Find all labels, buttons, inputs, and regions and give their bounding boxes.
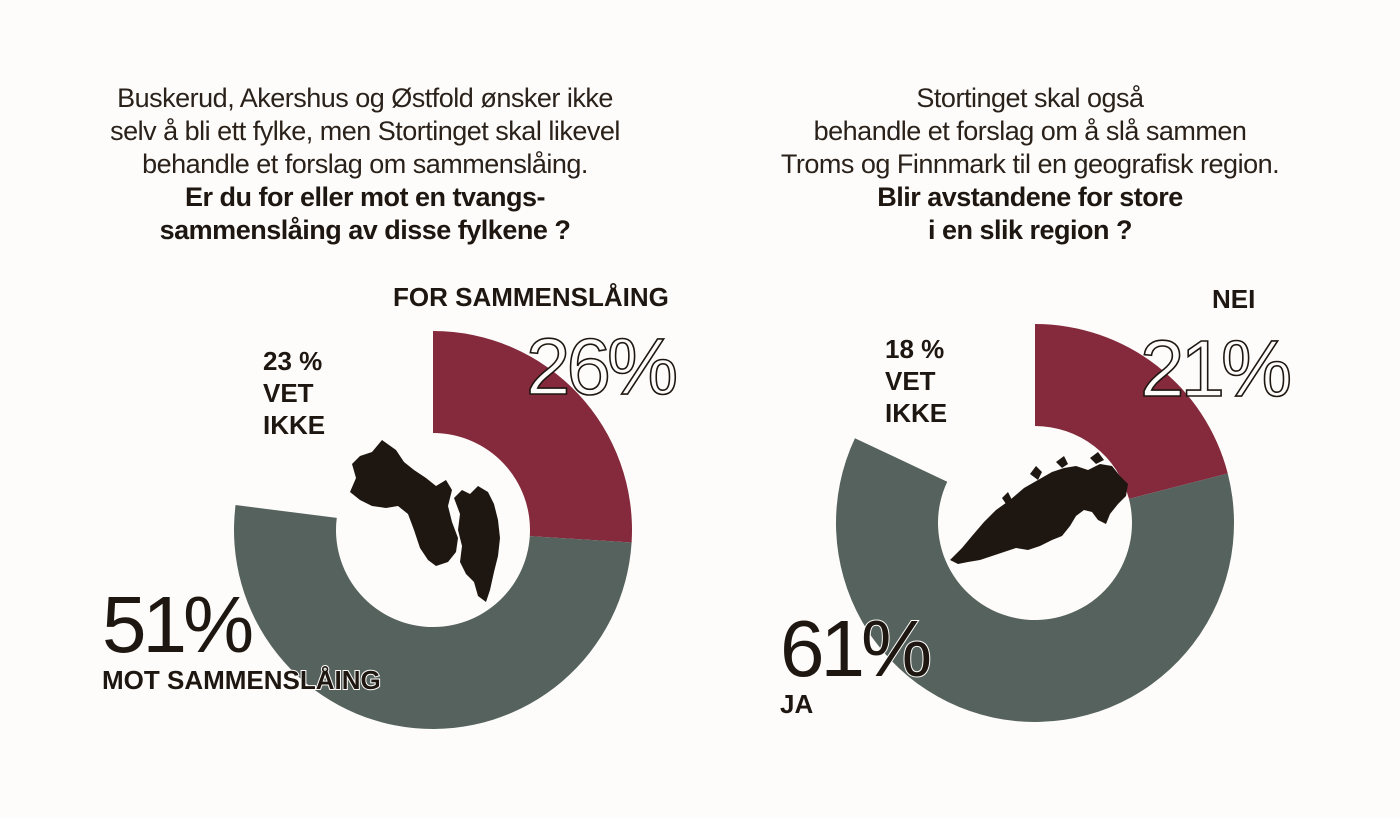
slice-value-nei: 21%: [1140, 324, 1290, 413]
buskerud-akershus-ostfold-map: [350, 440, 500, 602]
slice-label-ja: JA: [780, 689, 813, 719]
donut-chart-left: 26% FOR SAMMENSLÅING 51% MOT SAMMENSLÅIN…: [101, 282, 681, 730]
question-bold-line: sammenslåing av disse fylkene ?: [159, 215, 571, 245]
slice-value-vet-ikke: 18 %: [885, 334, 944, 364]
slice-nei: [1035, 324, 1228, 499]
question-line: Troms og Finnmark til en geografisk regi…: [780, 149, 1280, 179]
slice-value-mot: 51%: [102, 580, 252, 669]
question-line: selv å bli ett fylke, men Stortinget ska…: [110, 116, 620, 146]
slice-label-for: FOR SAMMENSLÅING: [393, 282, 669, 312]
slice-label-mot: MOT SAMMENSLÅING: [102, 665, 381, 695]
question-line: Buskerud, Akershus og Østfold ønsker ikk…: [117, 83, 613, 113]
slice-label-ikke: IKKE: [885, 398, 947, 428]
question-right: Stortinget skal også behandle et forslag…: [740, 82, 1320, 247]
slice-label-ikke: IKKE: [263, 410, 325, 440]
question-line: behandle et forslag om sammenslåing.: [142, 149, 588, 179]
question-bold-line: i en slik region ?: [927, 215, 1133, 245]
slice-ja: [836, 438, 1234, 722]
slice-label-vet: VET: [263, 378, 314, 408]
question-line: behandle et forslag om å slå sammen: [813, 116, 1247, 146]
slice-mot-sammenslaing: [233, 505, 632, 730]
donut-chart-right: 21% NEI 61% JA 18 % VET IKKE: [779, 284, 1295, 722]
slice-value-vet-ikke: 23 %: [263, 346, 322, 376]
question-bold-line: Blir avstandene for store: [877, 182, 1183, 212]
slice-value-for: 26%: [526, 322, 676, 411]
question-bold-line: Er du for eller mot en tvangs-: [184, 182, 546, 212]
slice-value-ja: 61%: [780, 604, 930, 693]
troms-finnmark-map: [950, 452, 1128, 564]
question-left: Buskerud, Akershus og Østfold ønsker ikk…: [60, 82, 670, 247]
slice-label-nei: NEI: [1212, 284, 1255, 314]
slice-for-sammenslaing: [433, 331, 632, 543]
slice-label-vet: VET: [885, 366, 936, 396]
question-line: Stortinget skal også: [916, 83, 1144, 113]
